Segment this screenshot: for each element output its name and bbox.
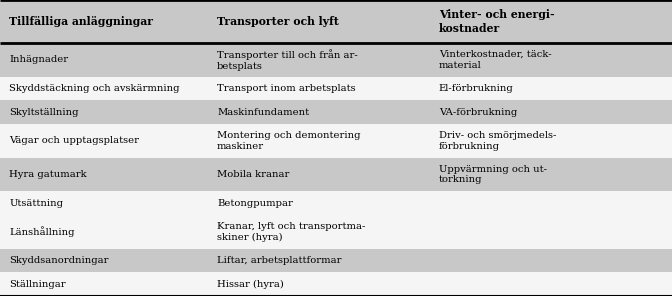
Bar (0, 43, 672, 77)
Text: Transporter till och från ar-
betsplats: Transporter till och från ar- betsplats (217, 49, 358, 71)
Bar (0, 272, 672, 296)
Text: VA-förbrukning: VA-förbrukning (439, 108, 517, 117)
Text: Transport inom arbetsplats: Transport inom arbetsplats (217, 84, 355, 93)
Text: Transporter och lyft: Transporter och lyft (217, 16, 339, 27)
Text: Utsättning: Utsättning (9, 199, 63, 207)
Text: El-förbrukning: El-förbrukning (439, 84, 513, 93)
Bar (0, 77, 672, 100)
Text: Ställningar: Ställningar (9, 280, 66, 289)
Text: Hyra gatumark: Hyra gatumark (9, 170, 87, 179)
Text: Kranar, lyft och transportma-
skiner (hyra): Kranar, lyft och transportma- skiner (hy… (217, 222, 366, 242)
Text: Skyddsanordningar: Skyddsanordningar (9, 256, 109, 265)
Bar (0, 158, 672, 191)
Text: Hissar (hyra): Hissar (hyra) (217, 280, 284, 289)
Text: Liftar, arbetsplattformar: Liftar, arbetsplattformar (217, 256, 341, 265)
Text: Mobila kranar: Mobila kranar (217, 170, 290, 179)
Bar (0, 215, 672, 249)
Bar (0, 124, 672, 158)
Text: Inhägnader: Inhägnader (9, 55, 69, 64)
Bar (0, 191, 672, 215)
Text: Skyddstäckning och avskärmning: Skyddstäckning och avskärmning (9, 84, 180, 93)
Text: Betongpumpar: Betongpumpar (217, 199, 293, 207)
Text: Tillfälliga anläggningar: Tillfälliga anläggningar (9, 16, 153, 27)
Text: Montering och demontering
maskiner: Montering och demontering maskiner (217, 131, 361, 151)
Text: Uppvärmning och ut-
torkning: Uppvärmning och ut- torkning (439, 165, 547, 184)
Text: Vinter- och energi-
kostnader: Vinter- och energi- kostnader (439, 9, 554, 34)
Text: Maskinfundament: Maskinfundament (217, 108, 309, 117)
Text: Vägar och upptagsplatser: Vägar och upptagsplatser (9, 136, 139, 145)
Bar (0, 100, 672, 124)
Bar (0, 249, 672, 272)
Text: Skyltställning: Skyltställning (9, 108, 79, 117)
Text: Länshållning: Länshållning (9, 226, 75, 237)
Bar (0, 0, 672, 43)
Text: Vinterkostnader, täck-
material: Vinterkostnader, täck- material (439, 50, 552, 70)
Text: Driv- och smörjmedels-
förbrukning: Driv- och smörjmedels- förbrukning (439, 131, 556, 151)
